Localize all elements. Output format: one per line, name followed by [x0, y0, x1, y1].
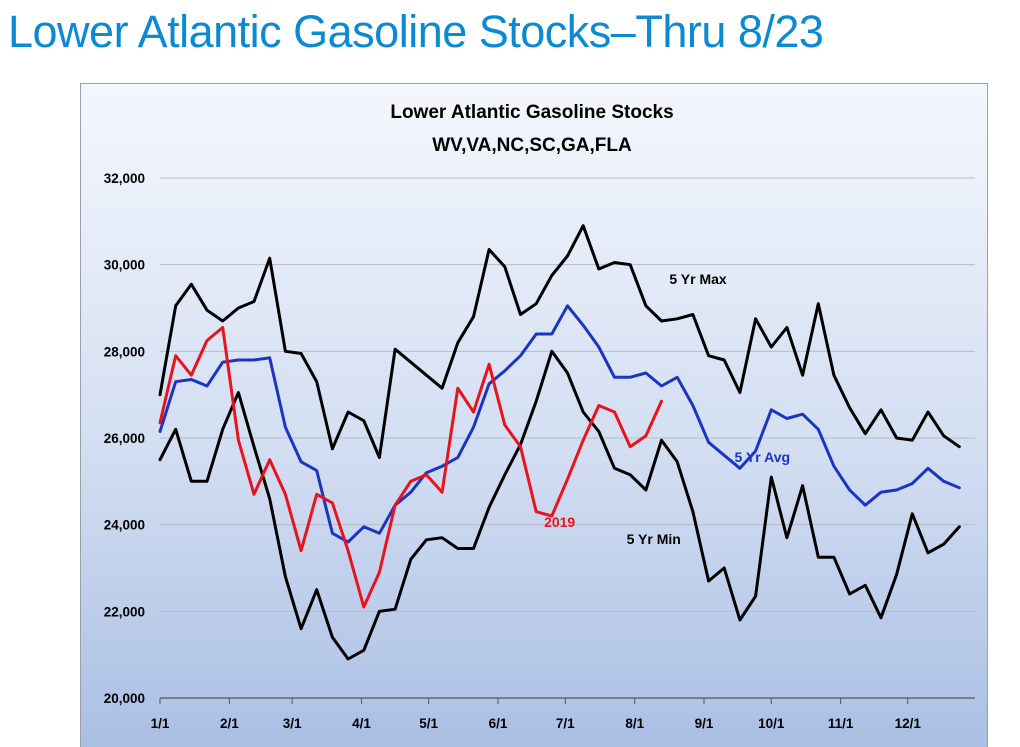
- y-tick-label: 28,000: [104, 344, 145, 359]
- annotation-5-yr-min: 5 Yr Min: [627, 531, 681, 547]
- series-line-2019: [158, 326, 663, 609]
- x-tick-label: 12/1: [895, 716, 922, 731]
- y-tick-label: 20,000: [104, 691, 145, 706]
- x-tick-label: 11/1: [828, 716, 854, 731]
- series-line-5-yr-max: [158, 224, 961, 459]
- annotation-5-yr-max: 5 Yr Max: [669, 271, 727, 287]
- gridlines: [160, 177, 975, 612]
- series-line-5-yr-min: [158, 349, 961, 661]
- slide-title: Lower Atlantic Gasoline Stocks–Thru 8/23: [8, 6, 824, 57]
- x-tick-label: 1/1: [151, 716, 170, 731]
- x-tick-label: 9/1: [695, 716, 714, 731]
- x-tick-label: 4/1: [352, 716, 371, 731]
- x-tick-label: 8/1: [625, 716, 644, 731]
- y-tick-label: 32,000: [104, 171, 145, 186]
- y-tick-label: 22,000: [104, 604, 145, 619]
- chart-subtitle: WV,VA,NC,SC,GA,FLA: [432, 135, 632, 156]
- x-tick-label: 5/1: [419, 716, 438, 731]
- series-annotations: 5 Yr Max 5 Yr Avg 2019 5 Yr Min: [544, 271, 790, 547]
- x-tick-label: 10/1: [758, 716, 785, 731]
- y-tick-label: 24,000: [104, 518, 145, 533]
- chart-title: Lower Atlantic Gasoline Stocks: [390, 102, 673, 123]
- x-tick-label: 7/1: [556, 716, 575, 731]
- y-axis-tick-labels: 20,000 22,000 24,000 26,000 28,000 30,000 32,0…: [104, 171, 145, 706]
- chart-frame: [80, 83, 988, 747]
- annotation-5-yr-avg: 5 Yr Avg: [735, 449, 791, 465]
- y-tick-label: 26,000: [104, 431, 145, 446]
- x-tick-label: 2/1: [220, 716, 239, 731]
- series-line-5-yr-avg: [158, 304, 961, 544]
- x-axis-tick-labels: 1/1 2/1 3/1 4/1 5/1 6/1 7/1 8/1 9/1 10/1 11/1 12/1: [151, 716, 922, 731]
- series-lines: [158, 224, 961, 661]
- annotation-2019: 2019: [544, 514, 575, 530]
- x-tick-label: 6/1: [489, 716, 508, 731]
- x-tick-label: 3/1: [283, 716, 302, 731]
- y-tick-label: 30,000: [104, 258, 145, 273]
- x-axis: [159, 697, 975, 704]
